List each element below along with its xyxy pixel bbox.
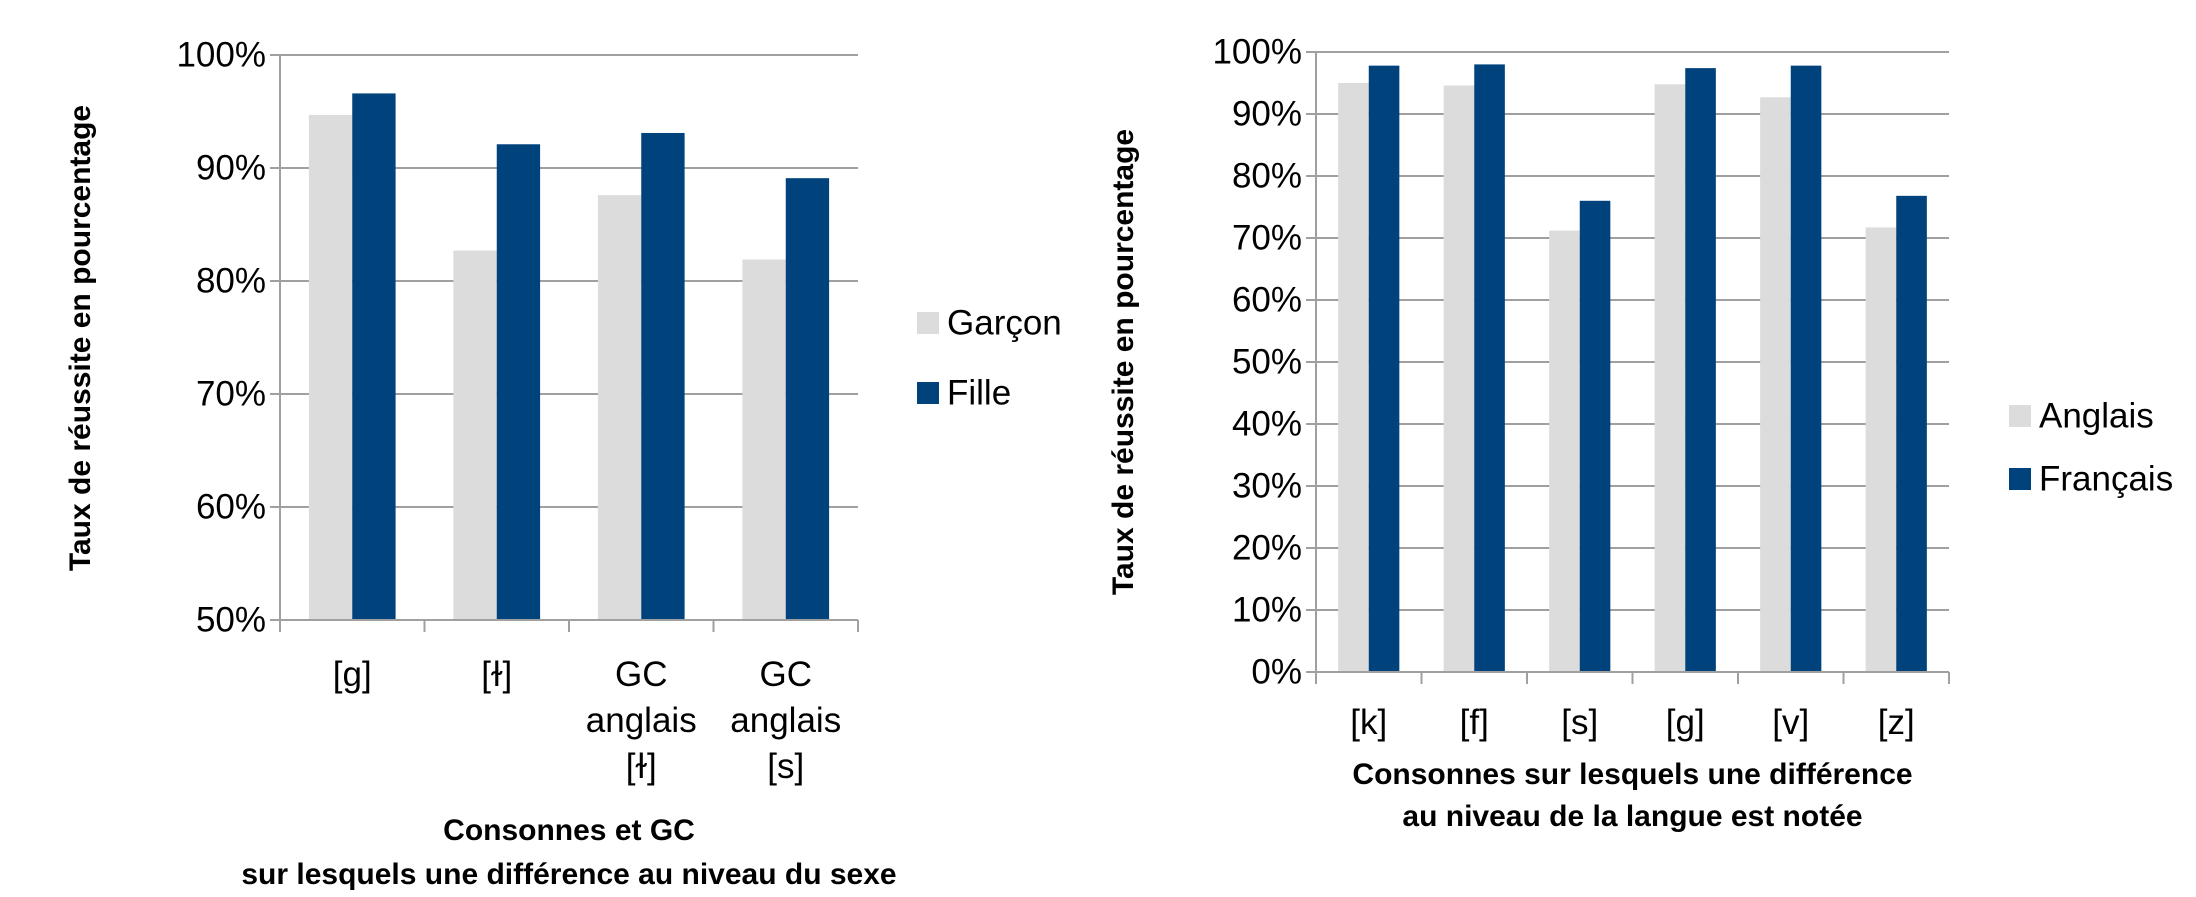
- y-tick-label: 40%: [1231, 404, 1302, 444]
- bar: [1685, 68, 1716, 673]
- legend-swatch: [2009, 405, 2031, 427]
- x-axis-title: au niveau de la langue est notée: [1402, 800, 1863, 833]
- legend-label: Garçon: [947, 303, 1062, 343]
- y-tick-label: 80%: [195, 261, 266, 301]
- y-tick-label: 100%: [1212, 32, 1302, 72]
- x-axis-title: sur lesquels une différence au niveau du…: [241, 858, 897, 891]
- y-axis-title: Taux de réussite en pourcentage: [64, 104, 97, 571]
- y-axis-title: Taux de réussite en pourcentage: [1107, 128, 1140, 596]
- bar: [352, 93, 396, 621]
- y-tick-label: 30%: [1231, 466, 1302, 506]
- legend-swatch: [917, 382, 939, 404]
- bar: [1654, 84, 1686, 673]
- y-tick-label: 60%: [195, 487, 266, 527]
- bar: [742, 259, 786, 620]
- y-tick-label: 10%: [1231, 590, 1302, 630]
- x-tick-label: [k]: [1350, 703, 1388, 742]
- y-tick-label: 70%: [1231, 218, 1302, 258]
- bar: [1549, 230, 1580, 672]
- y-tick-label: 0%: [1251, 652, 1302, 692]
- bar: [1474, 64, 1505, 672]
- bar: [1865, 227, 1897, 672]
- y-tick-label: 90%: [1231, 94, 1302, 134]
- y-tick-label: 50%: [195, 600, 266, 640]
- x-tick-label: [z]: [1877, 703, 1915, 742]
- legend-label: Français: [2039, 459, 2174, 499]
- bar: [496, 144, 541, 620]
- legend-swatch: [917, 312, 939, 334]
- y-tick-label: 80%: [1231, 156, 1302, 196]
- x-tick-label: [ɫ]: [481, 655, 513, 694]
- x-tick-label: [v]: [1772, 703, 1810, 742]
- bar: [308, 114, 353, 620]
- y-tick-label: 90%: [195, 148, 266, 188]
- x-tick-label: [f]: [1459, 703, 1489, 742]
- x-tick-label: GC anglais [s]: [730, 655, 842, 786]
- x-tick-label: [s]: [1561, 703, 1599, 742]
- bar: [1760, 97, 1791, 672]
- bar: [1896, 195, 1927, 672]
- bar: [453, 250, 497, 621]
- y-tick-label: 60%: [1231, 280, 1302, 320]
- bar: [597, 195, 642, 620]
- x-tick-label: GC anglais [ɫ]: [585, 655, 697, 786]
- x-axis-title: Consonnes sur lesquels une différence: [1352, 758, 1913, 791]
- y-tick-label: 50%: [1231, 342, 1302, 382]
- y-tick-label: 20%: [1231, 528, 1302, 568]
- x-tick-label: [g]: [332, 655, 372, 694]
- bar: [785, 178, 830, 621]
- bar: [1443, 85, 1475, 673]
- x-tick-label: [g]: [1665, 703, 1705, 742]
- bar: [1368, 65, 1400, 672]
- legend-swatch: [2009, 468, 2031, 490]
- bar: [1338, 83, 1369, 672]
- bar: [1579, 200, 1611, 673]
- x-axis-title: Consonnes et GC: [443, 814, 695, 847]
- bar: [641, 132, 685, 620]
- legend-label: Anglais: [2039, 396, 2154, 436]
- y-tick-label: 70%: [195, 374, 266, 414]
- y-tick-label: 100%: [176, 35, 266, 75]
- legend-label: Fille: [947, 373, 1012, 413]
- bar: [1790, 65, 1822, 672]
